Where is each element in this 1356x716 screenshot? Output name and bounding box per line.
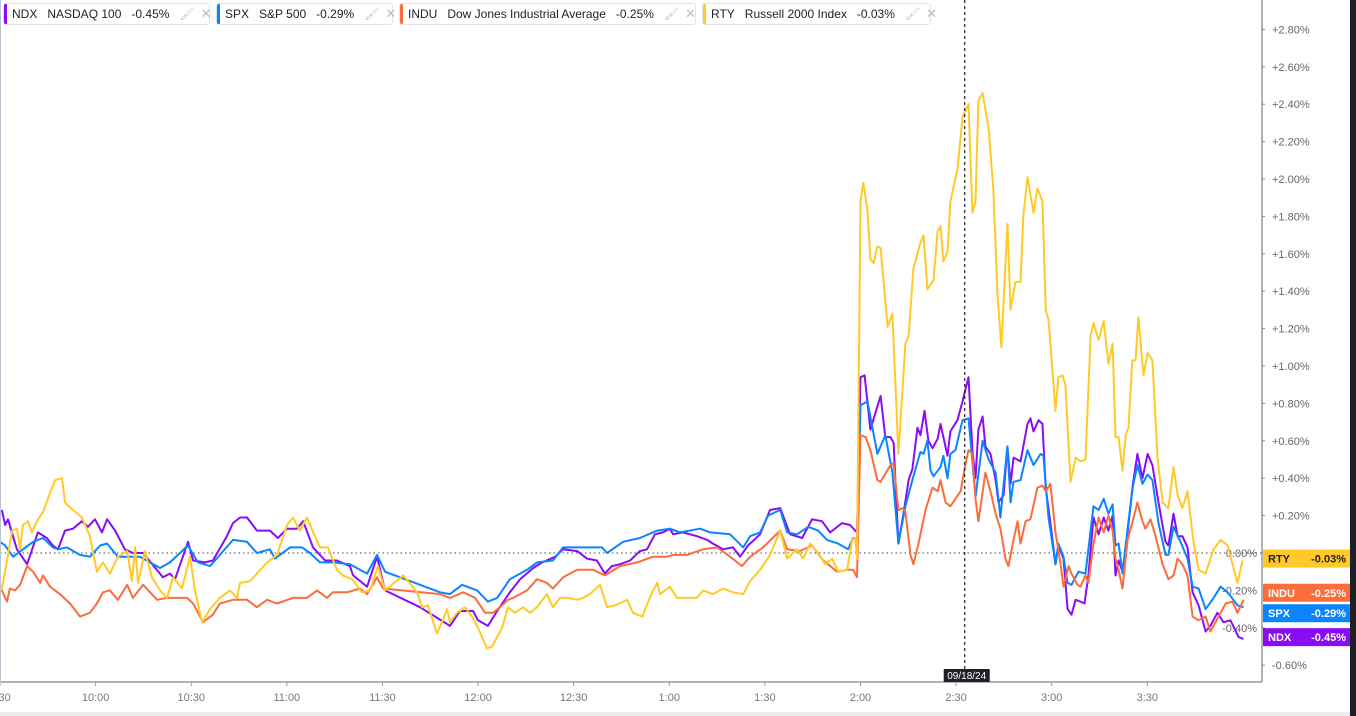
close-icon[interactable]: ✕ <box>685 6 697 21</box>
series-color-bar <box>217 4 220 24</box>
y-tick-label: 0.00% <box>1226 548 1257 560</box>
x-tick-label: 2:30 <box>945 692 966 704</box>
legend-chip-ndx[interactable]: NDX NASDAQ 100 -0.45% 🖌︎ ✕ <box>3 3 212 25</box>
end-labels: RTY -0.03% INDU -0.25% SPX -0.29% NDX -0.45% <box>1263 549 1350 647</box>
y-tick-label: +1.00% <box>1272 361 1310 373</box>
series-color-bar <box>703 4 706 24</box>
end-label-value: -0.25% <box>1311 588 1346 600</box>
y-tick-label: +1.20% <box>1272 324 1310 336</box>
end-label-box <box>1263 604 1350 623</box>
close-icon[interactable]: ✕ <box>385 6 397 21</box>
y-tick-label: -0.60% <box>1272 660 1307 672</box>
end-label-box <box>1263 549 1350 568</box>
left-border <box>0 0 1 683</box>
end-label-value: -0.29% <box>1311 608 1346 620</box>
y-axis: +2.80% +2.60% +2.40% +2.20% +2.00% +1.80% +1.6… <box>0 0 1310 682</box>
pin-icon[interactable]: 🖌︎ <box>904 7 921 21</box>
x-tick-label: 10:00 <box>82 692 110 704</box>
legend-name: NASDAQ 100 <box>47 7 122 21</box>
y-tick-label: +2.40% <box>1272 99 1310 111</box>
end-label-indu: INDU -0.25% <box>1263 583 1350 602</box>
y-tick-label: +1.60% <box>1272 249 1310 261</box>
end-label-box <box>1263 628 1350 647</box>
close-icon[interactable]: ✕ <box>200 6 212 21</box>
close-icon[interactable]: ✕ <box>926 6 938 21</box>
series-line-spx <box>0 400 1244 611</box>
y-tick-label: +2.00% <box>1272 174 1310 186</box>
end-label-rty: RTY -0.03% <box>1263 549 1350 568</box>
y-tick-label: +1.40% <box>1272 286 1310 298</box>
y-tick-label: +1.80% <box>1272 211 1310 223</box>
end-label-symbol: INDU <box>1268 588 1295 600</box>
y-tick-label: +0.20% <box>1272 511 1310 523</box>
legend-chip-indu[interactable]: INDU Dow Jones Industrial Average -0.25%… <box>399 3 696 25</box>
y-tick-label: +2.60% <box>1272 62 1310 74</box>
end-label-ndx: NDX -0.45% <box>1263 628 1350 647</box>
x-tick-label: 11:30 <box>369 692 396 704</box>
legend-change: -0.45% <box>131 7 170 21</box>
right-edge-strip <box>1350 0 1356 716</box>
end-label-symbol: NDX <box>1268 632 1292 644</box>
end-label-spx: SPX -0.29% <box>1263 604 1350 623</box>
legend-change: -0.03% <box>856 7 895 21</box>
y-tick-label: +0.60% <box>1272 436 1310 448</box>
pin-icon[interactable]: 🖌︎ <box>179 7 195 21</box>
legend-name: Dow Jones Industrial Average <box>447 7 606 21</box>
x-tick-label: 10:30 <box>177 692 205 704</box>
pin-icon[interactable]: 🖌︎ <box>663 7 680 21</box>
y-tick-label: +2.80% <box>1272 24 1310 36</box>
end-label-box <box>1263 583 1350 602</box>
bottom-scroll-area[interactable] <box>0 712 1350 716</box>
x-tick-label: 3:00 <box>1041 692 1062 704</box>
x-tick-label: 1:00 <box>659 692 680 704</box>
x-tick-label: 11:00 <box>273 692 300 704</box>
y-tick-label: +2.20% <box>1272 137 1310 149</box>
x-tick-label: 3:30 <box>1137 692 1158 704</box>
y-tick-label: -0.20% <box>1222 585 1257 597</box>
y-tick-label: +0.40% <box>1272 473 1310 485</box>
legend-change: -0.25% <box>615 7 654 21</box>
end-label-symbol: RTY <box>1268 554 1291 566</box>
x-tick-label: 12:30 <box>560 692 588 704</box>
end-label-symbol: SPX <box>1268 608 1291 620</box>
crosshair: 09/18/24 <box>943 0 990 682</box>
series-line-rty <box>0 92 1244 650</box>
legend-symbol: INDU <box>408 7 438 21</box>
legend: NDX NASDAQ 100 -0.45% 🖌︎ ✕ SPX S&P 500 -… <box>3 3 937 25</box>
x-tick-label: 2:00 <box>850 692 871 704</box>
y-tick-label: +0.80% <box>1272 398 1310 410</box>
legend-chip-rty[interactable]: RTY Russell 2000 Index -0.03% 🖌︎ ✕ <box>702 3 937 25</box>
legend-name: S&P 500 <box>259 7 307 21</box>
crosshair-date-box <box>943 669 990 682</box>
x-axis: 9:30 10:00 10:30 11:00 11:30 12:00 12:30 1:00 1:… <box>0 681 1262 704</box>
legend-chip-spx[interactable]: SPX S&P 500 -0.29% 🖌︎ ✕ <box>216 3 397 25</box>
legend-change: -0.29% <box>316 7 355 21</box>
end-label-value: -0.45% <box>1311 632 1346 644</box>
x-tick-label: 1:30 <box>754 692 775 704</box>
pin-icon[interactable]: 🖌︎ <box>364 7 380 21</box>
legend-symbol: RTY <box>711 7 735 21</box>
x-tick-label: 12:00 <box>464 692 492 704</box>
end-label-value: -0.03% <box>1311 554 1346 566</box>
legend-name: Russell 2000 Index <box>744 7 847 21</box>
legend-symbol: SPX <box>225 7 250 21</box>
crosshair-date-label: 09/18/24 <box>947 671 986 682</box>
y-tick-label: -0.40% <box>1222 623 1257 635</box>
legend-symbol: NDX <box>12 7 38 21</box>
series-color-bar <box>400 4 403 24</box>
series-color-bar <box>4 4 7 24</box>
x-tick-label: 9:30 <box>0 692 11 704</box>
series-layer <box>0 92 1245 650</box>
